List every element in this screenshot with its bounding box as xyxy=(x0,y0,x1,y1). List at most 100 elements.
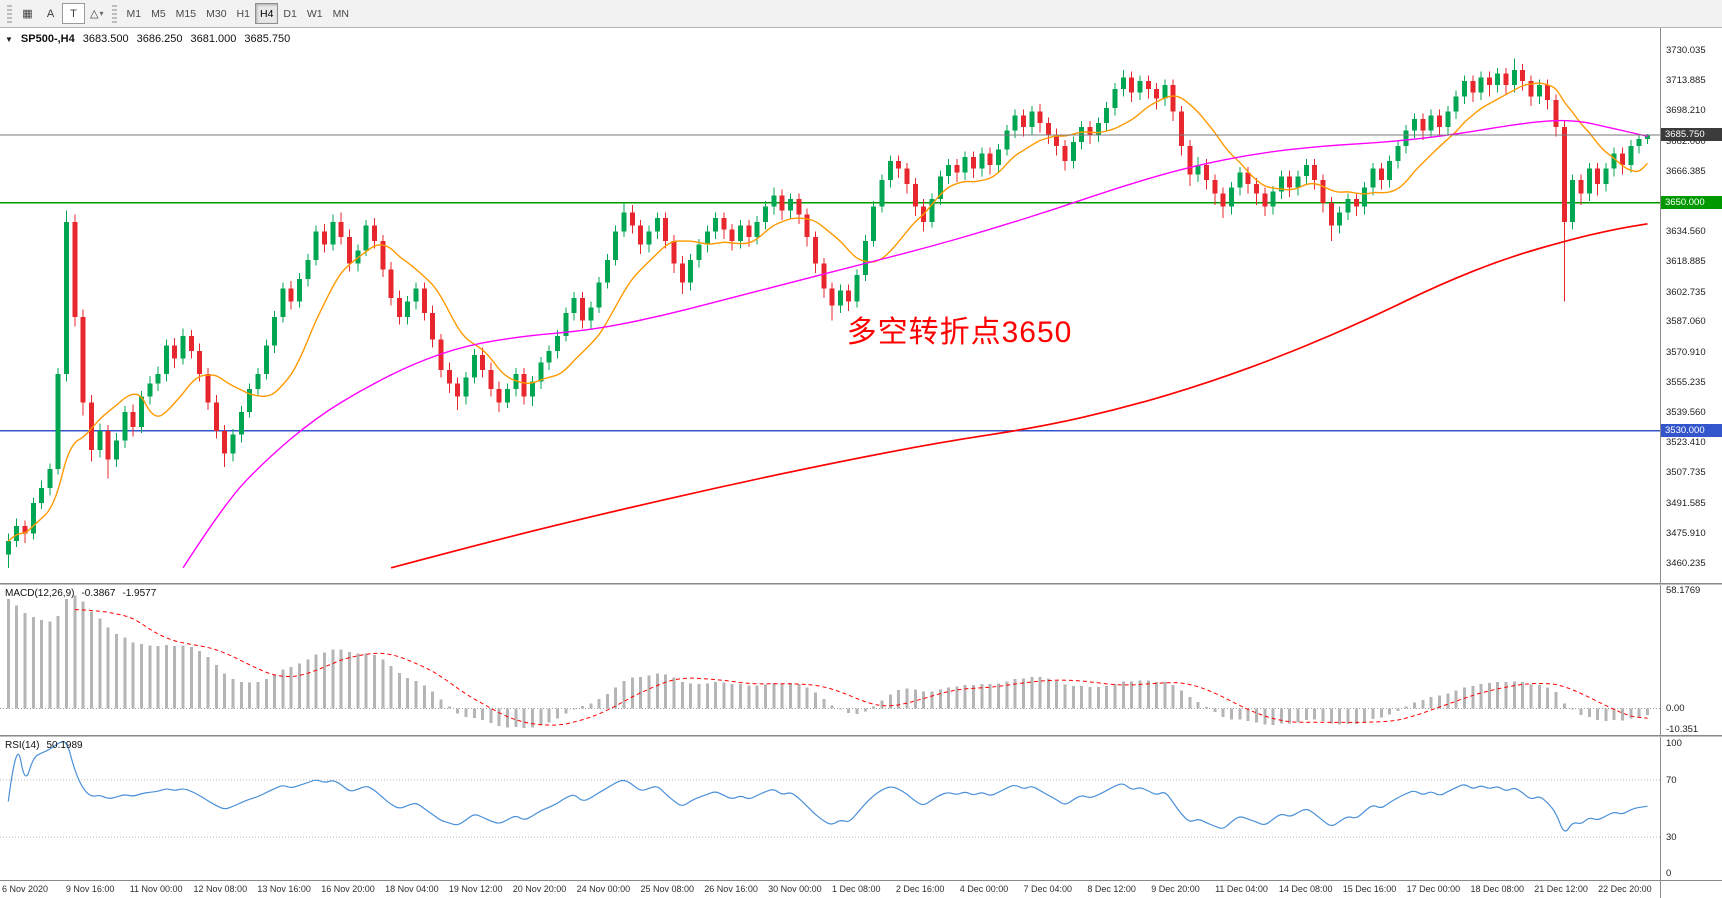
time-label: 11 Nov 00:00 xyxy=(129,884,183,894)
close-value: 3685.750 xyxy=(244,33,291,45)
macd-axis[interactable]: 58.1769 0.00 -10.351 xyxy=(1660,585,1722,735)
timeframe-m15-button[interactable]: M15 xyxy=(175,7,197,20)
price-axis-tick: 3523.410 xyxy=(1666,437,1706,449)
open-value: 3683.500 xyxy=(82,33,129,45)
price-axis-tick: 3602.735 xyxy=(1666,286,1706,298)
timeframe-h1-button[interactable]: H1 xyxy=(236,7,250,20)
macd-plot[interactable]: MACD(12,26,9) -0.3867 -1.9577 xyxy=(0,585,1660,735)
price-axis-tick: 3666.385 xyxy=(1666,165,1706,177)
timeframe-m5-button[interactable]: M5 xyxy=(151,7,166,20)
price-chart-plot[interactable]: ▼ SP500-,H4 3683.500 3686.250 3681.000 3… xyxy=(0,28,1660,583)
drawing-tools-group: ▦ A T △ ▾ xyxy=(16,3,108,24)
time-label: 11 Dec 04:00 xyxy=(1215,884,1268,894)
rsi-axis-tick: 70 xyxy=(1666,774,1677,786)
price-axis-tick: 3618.885 xyxy=(1666,256,1706,267)
price-axis-tick: 3570.910 xyxy=(1666,347,1706,359)
toolbar-grip[interactable] xyxy=(112,4,118,23)
rsi-axis-tick: 100 xyxy=(1666,738,1682,749)
time-label: 19 Nov 12:00 xyxy=(448,884,503,894)
timeframe-m1-button[interactable]: M1 xyxy=(126,7,142,20)
rsi-header: RSI(14) 50.1989 xyxy=(5,740,83,751)
time-label: 21 Dec 12:00 xyxy=(1534,884,1588,894)
text-tool-button[interactable]: A xyxy=(39,3,62,24)
rsi-line xyxy=(7,740,1648,832)
price-axis-tick: 3460.235 xyxy=(1666,557,1706,569)
time-label: 9 Nov 16:00 xyxy=(65,884,115,894)
time-label: 22 Dec 20:00 xyxy=(1598,884,1652,894)
rsi-axis-tick: 30 xyxy=(1666,832,1677,844)
time-label: 25 Nov 08:00 xyxy=(640,884,694,894)
rsi-panel: RSI(14) 50.1989 100 70 30 0 xyxy=(0,737,1722,880)
chart-ohlc-header: ▼ SP500-,H4 3683.500 3686.250 3681.000 3… xyxy=(5,33,290,45)
timeframe-d1-button[interactable]: D1 xyxy=(283,7,297,20)
time-axis[interactable]: 6 Nov 2020 9 Nov 16:00 11 Nov 00:00 12 Nov … xyxy=(0,880,1722,898)
price-axis-tick: 3539.560 xyxy=(1666,406,1706,418)
rsi-label: RSI(14) xyxy=(5,740,40,751)
price-axis-tick: 3491.585 xyxy=(1666,497,1706,509)
panel-splitter[interactable] xyxy=(0,583,1722,585)
chevron-down-icon: ▾ xyxy=(99,9,104,18)
price-axis-tick: 3698.210 xyxy=(1666,105,1706,117)
toolbar: ▦ A T △ ▾ M1 M5 M15 M30 H1 H4 D1 W1 MN xyxy=(0,0,1722,28)
time-label: 8 Dec 12:00 xyxy=(1087,884,1136,894)
time-labels: 6 Nov 2020 9 Nov 16:00 11 Nov 00:00 12 Nov … xyxy=(0,881,1660,898)
time-label: 18 Nov 04:00 xyxy=(385,884,439,894)
charts-grid-tool-button[interactable]: ▦ xyxy=(16,3,39,24)
macd-svg xyxy=(0,595,1660,729)
macd-signal-line xyxy=(74,609,1648,726)
rsi-axis-tick: 0 xyxy=(1666,868,1672,879)
price-axis-tick: 3507.735 xyxy=(1666,467,1706,479)
text-tool-icon: A xyxy=(46,7,55,20)
time-label: 2 Dec 16:00 xyxy=(895,884,945,894)
time-label: 14 Dec 08:00 xyxy=(1278,884,1333,894)
price-axis-tick: 3555.235 xyxy=(1666,376,1706,388)
macd-signal-value: -1.9577 xyxy=(122,588,157,599)
time-label: 1 Dec 08:00 xyxy=(832,884,881,894)
timeframe-mn-button[interactable]: MN xyxy=(332,7,349,20)
rsi-value: 50.1989 xyxy=(46,740,83,751)
time-label: 6 Nov 2020 xyxy=(2,884,49,894)
toolbar-grip[interactable] xyxy=(7,4,12,23)
macd-panel: MACD(12,26,9) -0.3867 -1.9577 58.1769 0.0… xyxy=(0,585,1722,735)
shapes-tool-button[interactable]: △ ▾ xyxy=(85,3,108,24)
price-axis[interactable]: 3730.035 3713.885 3698.210 3682.060 3666.385… xyxy=(1660,28,1722,583)
time-label: 26 Nov 16:00 xyxy=(704,884,758,894)
charts-grid-tool-icon: ▦ xyxy=(22,8,33,20)
ma-slow-line xyxy=(390,222,1648,569)
timeframe-w1-button[interactable]: W1 xyxy=(306,7,323,20)
macd-axis-tick: 58.1769 xyxy=(1666,585,1701,596)
chart-text-annotation[interactable]: 多空转折点3650 xyxy=(846,315,1073,349)
price-axis-tick: 3475.910 xyxy=(1666,527,1706,539)
rsi-axis[interactable]: 100 70 30 0 xyxy=(1660,737,1722,880)
time-label: 12 Nov 08:00 xyxy=(193,884,248,894)
price-axis-tick: 3682.060 xyxy=(1666,135,1706,147)
macd-header: MACD(12,26,9) -0.3867 -1.9577 xyxy=(5,588,156,599)
hline-price-label: 3650.000 xyxy=(1661,196,1722,210)
price-axis-tick: 3587.060 xyxy=(1666,316,1706,328)
text-box-tool-icon: T xyxy=(70,7,77,20)
macd-axis-tick: -10.351 xyxy=(1666,724,1699,735)
timeframe-group: M1 M5 M15 M30 H1 H4 D1 W1 MN xyxy=(121,3,353,24)
ma-mid-line xyxy=(182,119,1648,569)
time-label: 16 Nov 20:00 xyxy=(321,884,375,894)
rsi-svg xyxy=(0,740,1660,838)
panel-splitter[interactable] xyxy=(0,735,1722,737)
price-axis-tick: 3634.560 xyxy=(1666,226,1706,238)
timeframe-m30-button[interactable]: M30 xyxy=(206,7,227,20)
price-chart-svg xyxy=(0,58,1660,569)
shapes-tool-icon: △ xyxy=(90,8,99,20)
time-label: 24 Nov 00:00 xyxy=(576,884,631,894)
low-value: 3681.000 xyxy=(190,33,237,45)
timeframe-h4-button[interactable]: H4 xyxy=(254,3,279,24)
high-value: 3686.250 xyxy=(136,33,183,45)
time-label: 18 Dec 08:00 xyxy=(1470,884,1524,894)
hline-price-label: 3530.000 xyxy=(1661,424,1722,438)
time-label: 4 Dec 00:00 xyxy=(959,884,1009,894)
rsi-plot[interactable]: RSI(14) 50.1989 xyxy=(0,737,1660,880)
time-label: 15 Dec 16:00 xyxy=(1342,884,1397,894)
price-axis-tick: 3730.035 xyxy=(1666,44,1706,56)
price-panel: ▼ SP500-,H4 3683.500 3686.250 3681.000 3… xyxy=(0,28,1722,583)
text-box-tool-button[interactable]: T xyxy=(62,3,85,24)
macd-axis-tick: 0.00 xyxy=(1666,703,1685,715)
symbol-period-label: SP500-,H4 xyxy=(20,33,75,45)
